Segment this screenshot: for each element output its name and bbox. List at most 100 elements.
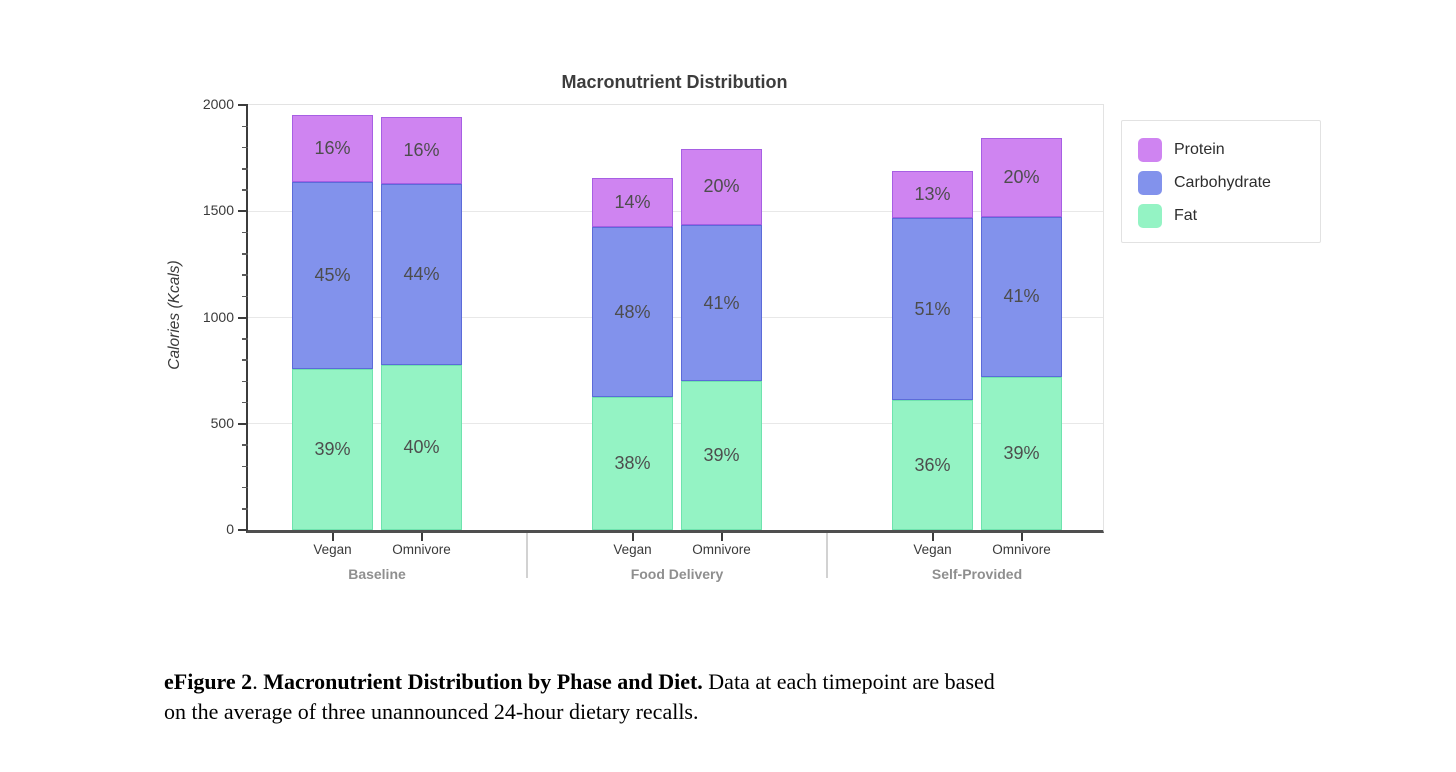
y-axis-minor-tick — [242, 359, 248, 361]
y-axis-tick-label: 1000 — [202, 308, 234, 325]
segment-percent-label: 20% — [703, 176, 740, 197]
y-gridline — [248, 210, 1103, 212]
y-axis-minor-tick — [242, 146, 248, 149]
legend-box: Protein Carbohydrate Fat — [1121, 120, 1321, 243]
x-axis-tick — [420, 533, 423, 541]
y-axis-minor-tick — [242, 508, 248, 510]
y-axis-major-tick — [238, 422, 248, 425]
legend-label: Carbohydrate — [1174, 174, 1271, 191]
segment-percent-label: 16% — [403, 139, 440, 160]
segment-fat-baseline-omnivore: 40% — [381, 365, 462, 530]
caption-bold-title: Macronutrient Distribution by Phase and … — [263, 669, 703, 694]
legend-item: Carbohydrate — [1138, 171, 1320, 195]
bar-category-label: Omnivore — [992, 542, 1051, 557]
y-axis-minor-tick — [242, 253, 248, 255]
segment-fat-food-delivery-vegan: 38% — [592, 397, 673, 530]
y-axis-minor-tick — [242, 380, 248, 382]
bar-category-label: Vegan — [613, 542, 652, 557]
y-axis-minor-tick — [242, 189, 248, 191]
bar-baseline-vegan: 39% 45% 16% — [292, 105, 373, 530]
y-axis-major-tick — [238, 529, 248, 531]
y-axis-minor-tick — [242, 338, 248, 340]
caption-separator: . — [252, 669, 264, 694]
bar-food-delivery-vegan: 38% 48% 14% — [592, 105, 673, 530]
y-axis-tick-label: 1500 — [202, 202, 234, 219]
legend-swatch-fat — [1138, 204, 1162, 228]
bar-category-label: Vegan — [913, 542, 952, 557]
segment-carbohydrate-baseline-omnivore: 44% — [381, 183, 462, 366]
y-axis-tick-label: 0 — [226, 521, 234, 537]
segment-fat-food-delivery-omnivore: 39% — [681, 381, 762, 530]
segment-protein-self-provided-vegan: 13% — [892, 170, 973, 218]
bar-category-label: Omnivore — [692, 542, 751, 557]
segment-carbohydrate-self-provided-omnivore: 41% — [981, 216, 1062, 377]
figure-caption: eFigure 2. Macronutrient Distribution by… — [164, 667, 1314, 726]
legend-item: Protein — [1138, 138, 1320, 162]
bar-baseline-omnivore: 40% 44% 16% — [381, 105, 462, 530]
y-axis-minor-tick — [242, 231, 248, 234]
segment-percent-label: 48% — [614, 301, 651, 322]
bar-food-delivery-omnivore: 39% 41% 20% — [681, 105, 762, 530]
group-label: Self-Provided — [931, 566, 1023, 582]
segment-fat-self-provided-omnivore: 39% — [981, 377, 1062, 530]
y-axis-minor-tick — [242, 444, 248, 446]
x-axis-tick — [331, 533, 334, 541]
group-label: Food Delivery — [630, 566, 724, 582]
segment-carbohydrate-self-provided-vegan: 51% — [892, 217, 973, 401]
y-gridline — [248, 423, 1103, 425]
group-label: Baseline — [348, 566, 406, 582]
segment-percent-label: 41% — [703, 292, 740, 313]
y-axis-minor-tick — [242, 486, 248, 489]
segment-percent-label: 44% — [403, 263, 440, 284]
caption-figure-label: eFigure 2 — [164, 669, 253, 694]
legend-item: Fat — [1138, 204, 1320, 228]
segment-percent-label: 40% — [403, 437, 440, 458]
x-axis-tick — [720, 533, 723, 541]
y-axis-minor-tick — [242, 465, 248, 467]
x-axis-tick — [631, 533, 634, 541]
segment-percent-label: 20% — [1003, 166, 1040, 187]
segment-percent-label: 39% — [703, 445, 740, 466]
x-axis-tick — [931, 533, 934, 541]
segment-protein-food-delivery-vegan: 14% — [592, 178, 673, 228]
segment-protein-food-delivery-omnivore: 20% — [681, 148, 762, 226]
y-axis-tick-label: 2000 — [202, 96, 234, 112]
segment-percent-label: 41% — [1003, 286, 1040, 307]
caption-body-line1: Data at each timepoint are based — [702, 669, 995, 694]
segment-percent-label: 38% — [614, 453, 651, 474]
segment-percent-label: 13% — [914, 183, 951, 204]
segment-protein-baseline-omnivore: 16% — [381, 116, 462, 184]
y-axis-minor-tick — [242, 168, 248, 170]
plot-area: 39% 45% 16% 40% 44% 16% 38% 48% 14% 39% 41% 20% 36% 5… — [246, 104, 1104, 533]
bar-category-label: Omnivore — [392, 542, 451, 557]
bar-self-provided-omnivore: 39% 41% 20% — [981, 105, 1062, 530]
segment-percent-label: 39% — [314, 438, 351, 459]
segment-percent-label: 36% — [914, 454, 951, 475]
group-separator — [826, 533, 828, 578]
y-axis-minor-tick — [242, 274, 248, 276]
segment-percent-label: 16% — [314, 137, 351, 158]
segment-carbohydrate-food-delivery-omnivore: 41% — [681, 225, 762, 382]
caption-body-line2: on the average of three unannounced 24-h… — [164, 698, 699, 724]
segment-protein-baseline-vegan: 16% — [292, 114, 373, 182]
segment-percent-label: 51% — [914, 298, 951, 319]
group-separator — [526, 533, 528, 578]
chart-title: Macronutrient Distribution — [561, 72, 788, 92]
y-axis-major-tick — [238, 316, 248, 319]
y-axis-major-tick — [238, 104, 248, 106]
x-axis-tick — [1020, 533, 1023, 541]
legend-swatch-protein — [1138, 138, 1162, 162]
y-axis-tick-label: 500 — [210, 414, 234, 431]
segment-carbohydrate-food-delivery-vegan: 48% — [592, 227, 673, 398]
y-axis-minor-tick — [242, 295, 248, 297]
segment-percent-label: 39% — [1003, 443, 1040, 463]
segment-fat-self-provided-vegan: 36% — [892, 400, 973, 530]
legend-label: Fat — [1174, 207, 1198, 224]
y-axis-minor-tick — [242, 401, 248, 404]
bar-self-provided-vegan: 36% 51% 13% — [892, 105, 973, 530]
y-axis-major-tick — [238, 210, 248, 213]
segment-fat-baseline-vegan: 39% — [292, 368, 373, 530]
legend-label: Protein — [1174, 141, 1225, 158]
segment-percent-label: 45% — [314, 264, 351, 285]
